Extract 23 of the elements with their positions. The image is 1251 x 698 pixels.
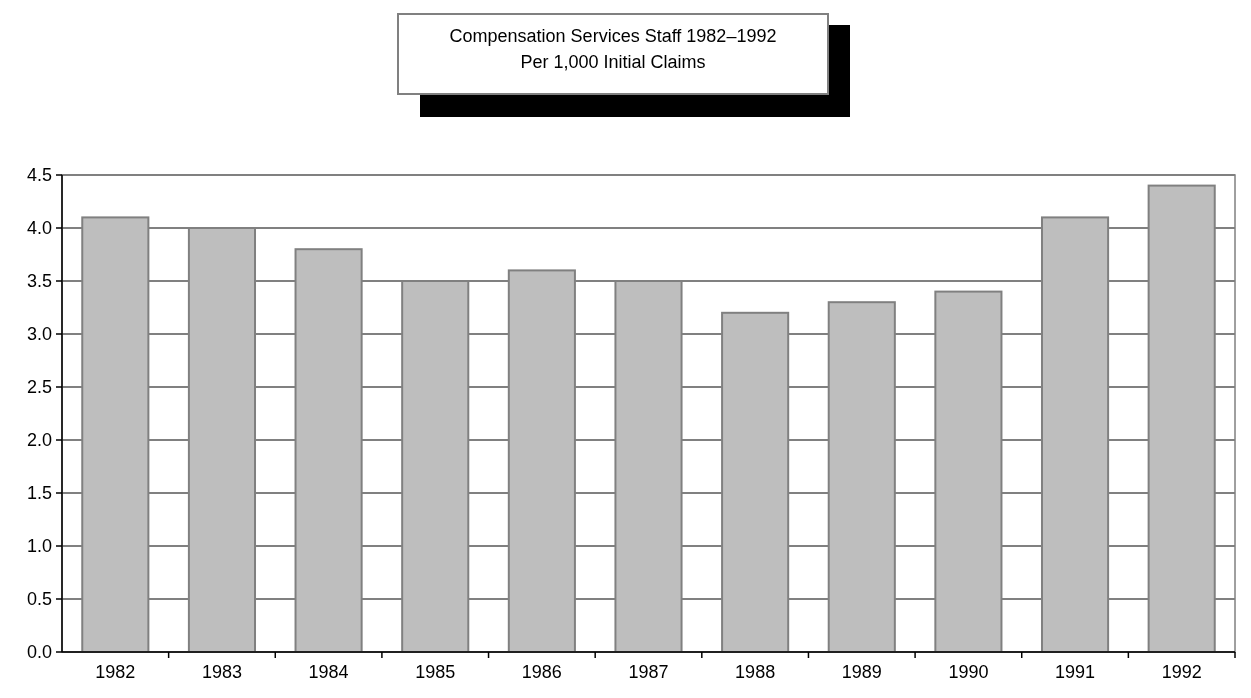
y-tick-label: 4.5 [26, 165, 52, 186]
y-tick-label: 4.0 [26, 218, 52, 239]
x-tick-label: 1986 [521, 662, 562, 682]
y-tick-label: 1.0 [26, 536, 52, 557]
x-tick-label: 1992 [1161, 662, 1202, 682]
y-tick-label: 1.5 [26, 483, 52, 504]
y-tick-label: 2.0 [26, 430, 52, 451]
x-tick-label: 1988 [735, 662, 776, 682]
y-tick-label: 2.5 [26, 377, 52, 398]
chart-subtitle: Per 1,000 Initial Claims [520, 52, 706, 72]
x-tick-label: 1990 [948, 662, 989, 682]
x-tick-label: 1987 [628, 662, 669, 682]
y-tick-label: 3.0 [26, 324, 52, 345]
x-tick-label: 1984 [308, 662, 349, 682]
x-tick-label: 1985 [415, 662, 456, 682]
y-tick-label: 0.5 [26, 589, 52, 610]
chart-title: Compensation Services Staff 1982–1992 [449, 26, 777, 46]
y-tick-label: 3.5 [26, 271, 52, 292]
y-tick-label: 0.0 [26, 642, 52, 663]
x-tick-label: 1983 [201, 662, 242, 682]
x-tick-label: 1991 [1055, 662, 1096, 682]
x-tick-label: 1982 [95, 662, 136, 682]
x-tick-label: 1989 [841, 662, 882, 682]
